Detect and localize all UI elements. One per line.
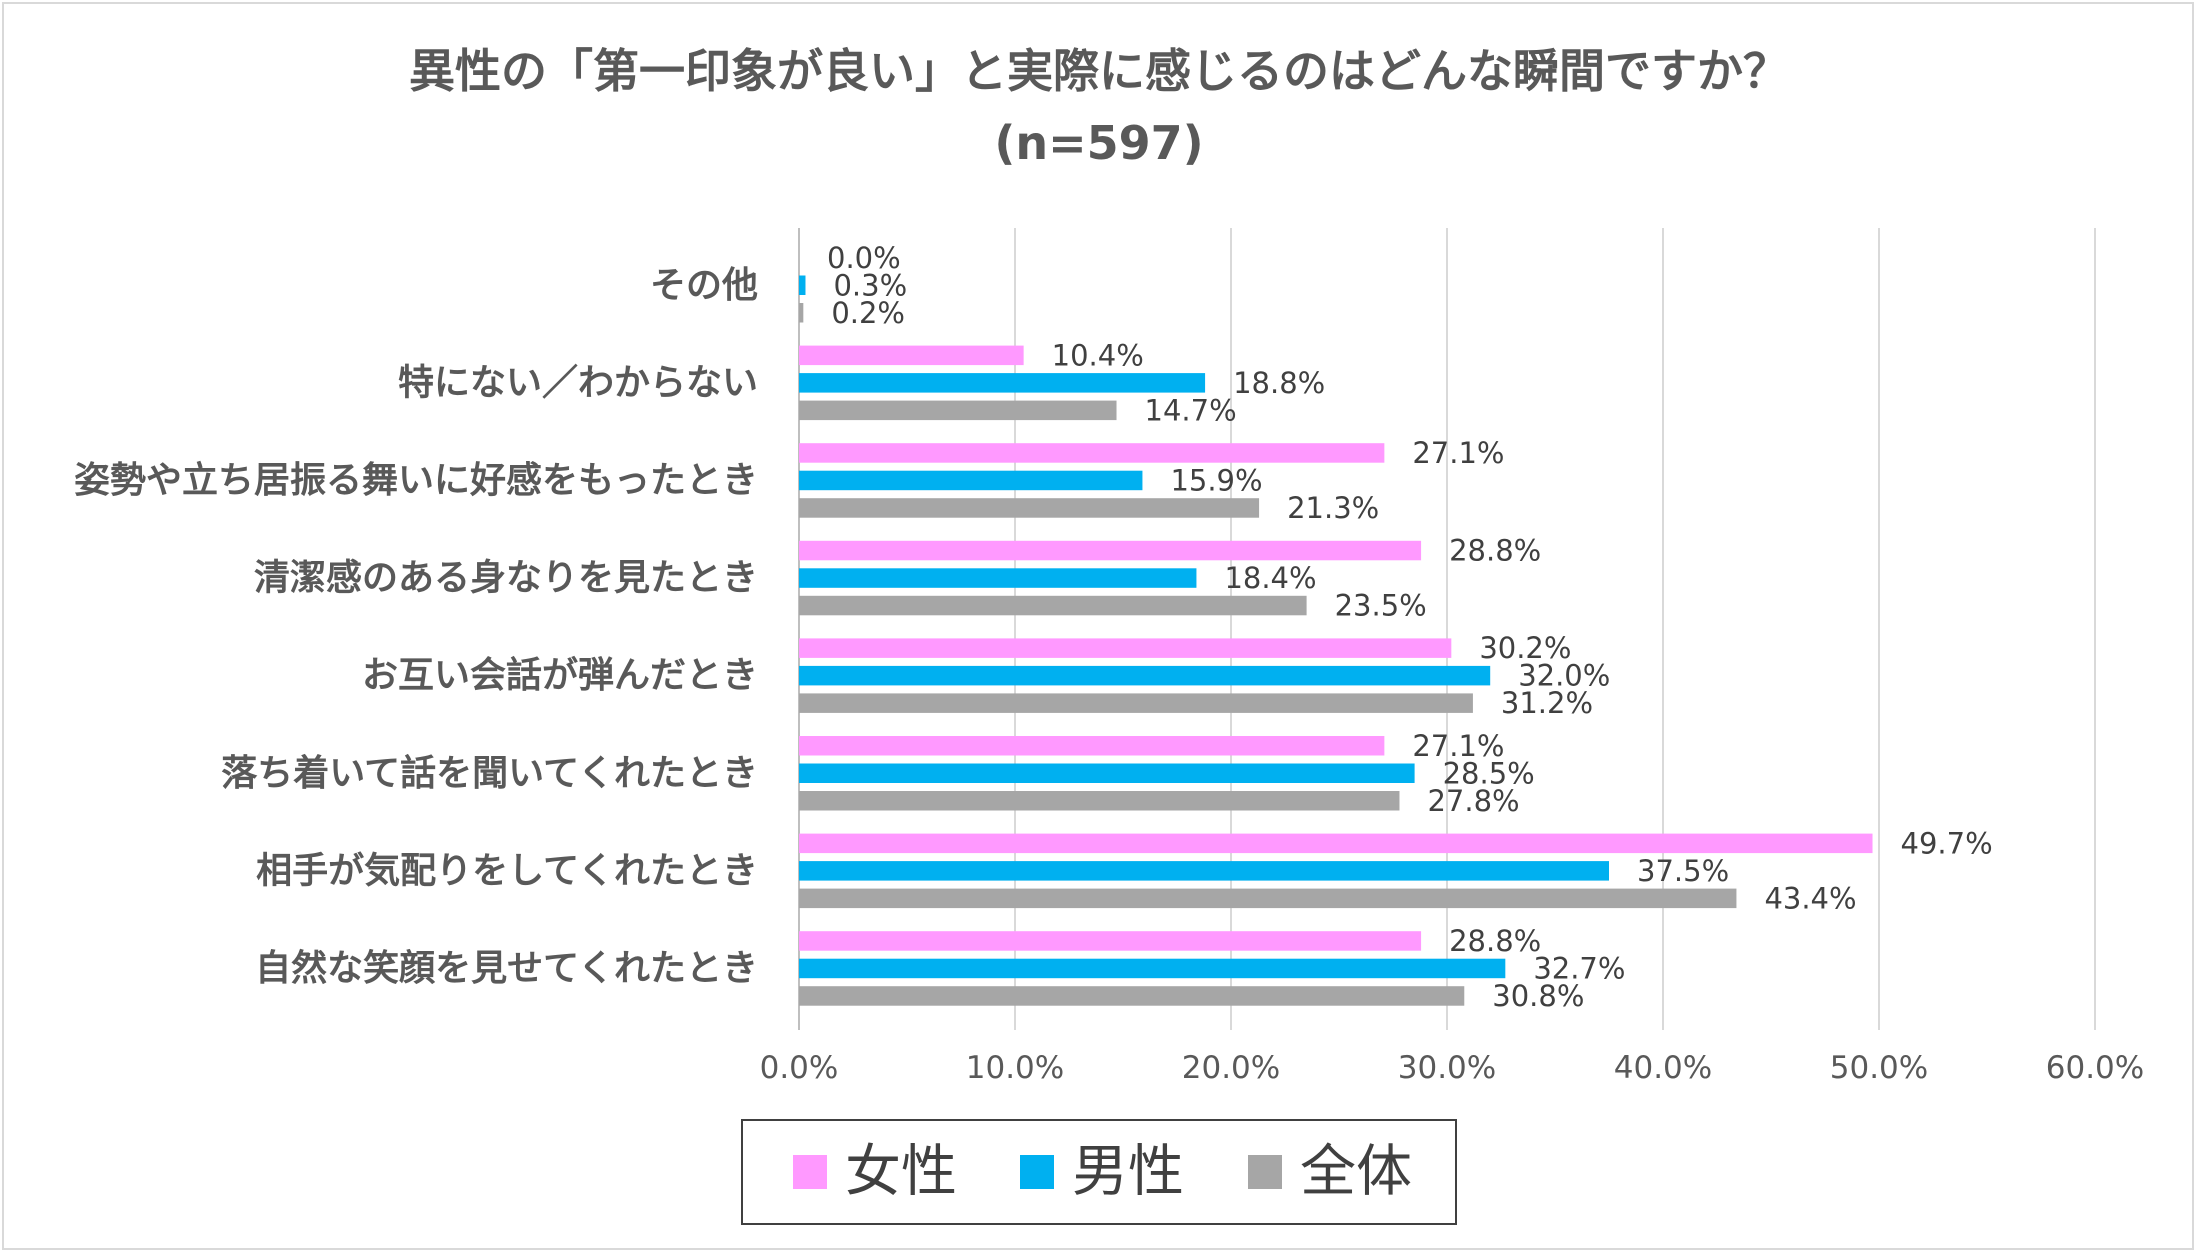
legend: 女性 男性 全体 — [741, 1119, 1457, 1225]
bar — [799, 400, 1117, 421]
value-label: 49.7% — [1901, 826, 1993, 860]
value-label: 28.8% — [1449, 534, 1541, 568]
value-label: 28.8% — [1449, 924, 1541, 958]
value-label: 0.2% — [831, 296, 905, 330]
value-label: 32.7% — [1533, 951, 1625, 985]
category-label: お互い会話が弾んだとき — [362, 655, 758, 696]
bar — [799, 931, 1422, 951]
value-label: 31.2% — [1501, 686, 1593, 720]
x-tick-label: 20.0% — [1182, 1050, 1280, 1086]
value-labels: 0.0% 10.4% 27.1% 28.8% 30.2% 27.1% 49.7% 28.8% 0… — [827, 241, 1993, 1013]
bar — [799, 791, 1400, 811]
x-tick-label: 30.0% — [1398, 1050, 1496, 1086]
bar — [799, 888, 1737, 909]
value-label: 27.1% — [1412, 436, 1504, 470]
bar — [799, 373, 1206, 393]
legend-swatch — [1020, 1155, 1054, 1189]
category-labels: その他特にない／わからない姿勢や立ち居振る舞いに好感をもったとき清潔感のある身な… — [74, 265, 758, 989]
category-label: 相手が気配りをしてくれたとき — [256, 850, 758, 891]
value-label: 28.5% — [1443, 756, 1535, 790]
x-tick-label: 40.0% — [1614, 1050, 1712, 1086]
value-label: 23.5% — [1335, 589, 1427, 623]
value-label: 15.9% — [1170, 463, 1262, 497]
bar — [799, 568, 1197, 588]
bar — [799, 470, 1143, 491]
x-tick-label: 60.0% — [2046, 1050, 2144, 1086]
value-label: 30.2% — [1479, 631, 1571, 665]
bar — [799, 861, 1609, 881]
bar — [799, 763, 1415, 783]
bar — [799, 693, 1473, 713]
x-tick-label: 0.0% — [760, 1050, 839, 1086]
value-label: 43.4% — [1764, 881, 1856, 915]
bar — [799, 986, 1465, 1006]
value-label: 27.8% — [1427, 784, 1519, 818]
value-label: 37.5% — [1637, 854, 1729, 888]
bars — [799, 275, 1873, 1006]
value-label: 14.7% — [1145, 393, 1237, 427]
value-label: 18.4% — [1224, 561, 1316, 595]
value-label: 32.0% — [1518, 659, 1610, 693]
bar — [799, 665, 1491, 686]
bar — [799, 736, 1385, 756]
bar — [799, 345, 1024, 366]
legend-box — [741, 1119, 1457, 1225]
bar — [799, 275, 806, 295]
value-label: 27.1% — [1412, 729, 1504, 763]
bar — [799, 638, 1452, 658]
bar — [799, 595, 1307, 616]
category-label: 姿勢や立ち居振る舞いに好感をもったとき — [74, 460, 758, 501]
x-tick-label: 50.0% — [1830, 1050, 1928, 1086]
bar — [799, 958, 1506, 979]
value-label: 21.3% — [1287, 491, 1379, 525]
legend-swatch — [793, 1155, 827, 1189]
chart-title: 異性の「第一印象が良い」と実際に感じるのはどんな瞬間ですか？ — [409, 44, 1789, 98]
value-label: 0.3% — [833, 268, 907, 302]
chart-subtitle: (n=597) — [994, 116, 1204, 170]
category-label: その他 — [650, 265, 758, 306]
category-label: 特にない／わからない — [398, 362, 758, 403]
value-label: 30.8% — [1492, 979, 1584, 1013]
legend-label: 全体 — [1300, 1140, 1412, 1205]
x-tick-label: 10.0% — [966, 1050, 1064, 1086]
category-label: 清潔感のある身なりを見たとき — [254, 558, 758, 599]
category-label: 落ち着いて話を聞いてくれたとき — [221, 753, 758, 794]
x-axis-tick-labels: 0.0% 10.0% 20.0% 30.0% 40.0% 50.0% 60.0% — [760, 1050, 2145, 1086]
bar — [799, 833, 1873, 854]
bar — [799, 540, 1422, 561]
category-label: 自然な笑顔を見せてくれたとき — [255, 947, 758, 989]
bar — [799, 443, 1385, 463]
legend-swatch — [1248, 1155, 1282, 1189]
legend-label: 男性 — [1072, 1140, 1184, 1205]
value-label: 18.8% — [1233, 366, 1325, 400]
value-label: 10.4% — [1052, 338, 1144, 372]
bar — [799, 498, 1260, 518]
legend-label: 女性 — [845, 1140, 957, 1205]
bar — [799, 303, 804, 323]
value-label: 0.0% — [827, 241, 901, 275]
